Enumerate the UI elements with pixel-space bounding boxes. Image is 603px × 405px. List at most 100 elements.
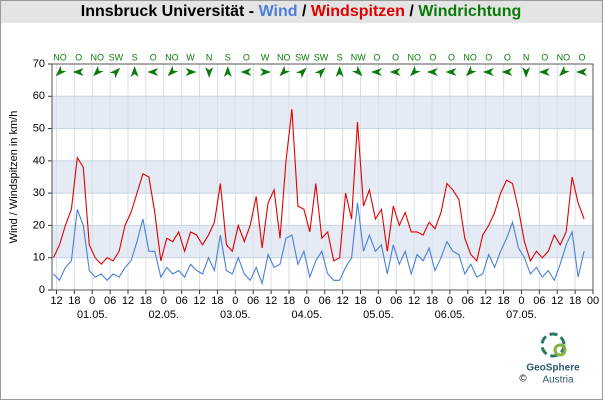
logo-icon	[553, 343, 567, 357]
x-tick-label: 06	[104, 295, 116, 307]
x-tick-label: 06	[319, 295, 331, 307]
direction-label: NO	[407, 52, 421, 62]
direction-label: O	[504, 52, 511, 62]
direction-label: O	[485, 52, 492, 62]
title-bar	[1, 1, 602, 23]
x-tick-label: 18	[68, 295, 80, 307]
y-tick-label: 40	[33, 155, 45, 167]
x-tick-label: 06	[533, 295, 545, 307]
y-tick-label: 50	[33, 122, 45, 134]
direction-arrow	[501, 68, 513, 76]
chart-title: Innsbruck Universität - Wind / Windspitz…	[81, 3, 522, 20]
title-prefix: Innsbruck Universität -	[81, 3, 259, 20]
y-axis-label: Wind / Windspitzen in km/h	[8, 111, 20, 244]
direction-label: SW	[109, 52, 124, 62]
direction-label: S	[132, 52, 138, 62]
direction-arrow	[295, 67, 307, 79]
x-tick-label: 0	[518, 295, 524, 307]
direction-label: N	[523, 52, 530, 62]
logo-sub: Austria	[542, 375, 574, 386]
x-tick-label: 18	[140, 295, 152, 307]
x-tick-label: 18	[569, 295, 581, 307]
x-tick-label: 0	[304, 295, 310, 307]
title-sep: /	[405, 3, 418, 20]
date-label: 06.05.	[435, 309, 466, 321]
direction-arrow	[445, 68, 457, 76]
direction-arrow	[72, 68, 84, 76]
line-series	[53, 109, 585, 266]
direction-label: O	[150, 52, 157, 62]
x-tick-label: 12	[265, 295, 277, 307]
direction-label: O	[448, 52, 455, 62]
x-tick-label: 0	[375, 295, 381, 307]
direction-arrow	[522, 67, 531, 78]
grid-band	[52, 96, 593, 129]
x-tick-label: 0	[89, 295, 95, 307]
direction-arrow	[93, 65, 104, 77]
x-tick-label: 06	[462, 295, 474, 307]
date-label: 01.05.	[77, 309, 108, 321]
x-tick-label: 0	[161, 295, 167, 307]
x-tick-label: 0	[447, 295, 453, 307]
direction-arrow	[409, 65, 421, 77]
date-label: 04.05.	[292, 309, 323, 321]
direction-arrow	[426, 68, 438, 76]
y-tick-label: 20	[33, 219, 45, 231]
x-tick-label: 0	[232, 295, 238, 307]
copyright: ©	[519, 374, 527, 385]
direction-label: O	[373, 52, 380, 62]
direction-label: W	[261, 52, 270, 62]
x-tick-label: 18	[426, 295, 438, 307]
x-tick-label: 06	[247, 295, 259, 307]
title-sep: /	[298, 3, 311, 20]
y-tick-label: 0	[39, 284, 45, 296]
direction-label: S	[225, 52, 231, 62]
direction-arrow	[370, 68, 382, 76]
direction-arrow	[538, 68, 550, 76]
direction-arrow	[260, 68, 272, 76]
x-tick-label: 18	[283, 295, 295, 307]
direction-label: O	[429, 52, 436, 62]
direction-arrow	[109, 67, 121, 79]
direction-label: O	[392, 52, 399, 62]
direction-label: NO	[557, 52, 571, 62]
direction-label: O	[541, 52, 548, 62]
direction-label: SW	[314, 52, 329, 62]
x-tick-label: 12	[408, 295, 420, 307]
direction-arrow	[223, 66, 232, 77]
logo-name: GeoSphere	[526, 363, 580, 374]
direction-label: NO	[277, 52, 291, 62]
y-tick-label: 30	[33, 187, 45, 199]
y-tick-label: 60	[33, 90, 45, 102]
x-tick-label: 12	[551, 295, 563, 307]
grid-band	[52, 160, 593, 194]
x-tick-label: 06	[176, 295, 188, 307]
plot-frame	[51, 63, 594, 291]
direction-label: NW	[351, 52, 366, 62]
y-tick-label: 10	[33, 252, 45, 264]
date-label: 03.05.	[220, 309, 251, 321]
direction-label: NO	[91, 52, 105, 62]
direction-label: SW	[295, 52, 310, 62]
direction-arrow	[279, 65, 291, 77]
date-label: 05.05.	[363, 309, 394, 321]
direction-arrow	[559, 65, 570, 77]
title-direction: Windrichtung	[418, 3, 521, 20]
direction-label: O	[243, 52, 250, 62]
x-tick-label: 18	[354, 295, 366, 307]
x-tick-label: 06	[390, 295, 402, 307]
direction-label: O	[578, 52, 585, 62]
x-tick-label: 18	[497, 295, 509, 307]
x-tick-label: 12	[480, 295, 492, 307]
direction-arrow	[314, 67, 326, 79]
direction-arrow	[130, 66, 139, 77]
direction-arrow	[576, 68, 587, 76]
x-tick-label: 12	[122, 295, 134, 307]
x-tick-label: 12	[336, 295, 348, 307]
title-gusts: Windspitzen	[311, 3, 405, 20]
x-tick-label: 18	[211, 295, 223, 307]
date-label: 02.05.	[148, 309, 179, 321]
